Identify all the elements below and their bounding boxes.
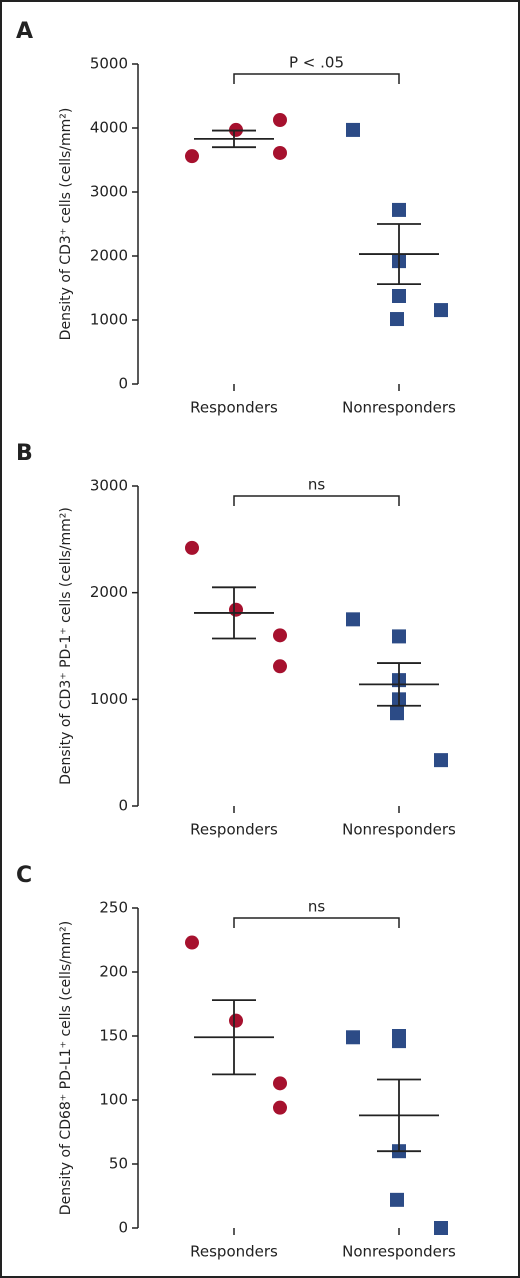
data-point [390, 1192, 404, 1207]
x-tick-label: Nonresponders [342, 1243, 456, 1261]
y-tick-label: 100 [99, 1091, 128, 1109]
significance-label: ns [308, 898, 326, 916]
data-point [434, 1221, 448, 1235]
y-tick-label: 1000 [90, 311, 128, 329]
y-tick-label: 1000 [90, 690, 128, 708]
data-point [273, 1076, 287, 1091]
y-tick-label: 0 [118, 375, 128, 393]
y-axis-title: Density of CD3⁺ cells (cells/mm²) [58, 108, 74, 341]
panel-label: C [16, 863, 32, 888]
x-tick-label: Responders [190, 399, 278, 417]
data-point [229, 602, 243, 617]
significance-label: P < .05 [289, 54, 344, 72]
data-point [392, 289, 406, 303]
y-tick-label: 0 [118, 1219, 128, 1237]
x-tick-label: Responders [190, 821, 278, 839]
data-point [185, 149, 199, 164]
data-point [392, 202, 406, 217]
data-point [392, 629, 406, 644]
data-point [390, 312, 404, 327]
y-axis-title: Density of CD68⁺ PD-L1⁺ cells (cells/mm²… [58, 921, 74, 1215]
y-tick-label: 5000 [90, 55, 128, 73]
data-point [273, 145, 287, 160]
significance-label: ns [308, 476, 326, 494]
significance-bracket [233, 495, 400, 506]
data-point [434, 753, 448, 768]
y-tick-label: 250 [99, 899, 128, 917]
x-tick-label: Nonresponders [342, 399, 456, 417]
y-tick-label: 150 [99, 1027, 128, 1045]
significance-bracket [233, 73, 400, 84]
y-tick-label: 3000 [90, 183, 128, 201]
y-tick-label: 50 [109, 1155, 128, 1173]
data-point [273, 659, 287, 674]
data-point [229, 1013, 243, 1028]
data-point [346, 122, 360, 137]
panel-label: B [16, 441, 33, 466]
data-point [346, 612, 360, 627]
y-tick-label: 3000 [90, 477, 128, 495]
x-tick-label: Responders [190, 1243, 278, 1261]
y-tick-label: 2000 [90, 247, 128, 265]
y-tick-label: 4000 [90, 119, 128, 137]
y-axis-title: Density of CD3⁺ PD-1⁺ cells (cells/mm²) [58, 507, 74, 785]
data-point [273, 113, 287, 127]
data-point [346, 1030, 360, 1045]
data-point [185, 540, 199, 555]
x-tick-label: Nonresponders [342, 821, 456, 839]
y-tick-label: 0 [118, 797, 128, 815]
data-point [392, 1034, 406, 1049]
data-point [390, 706, 404, 721]
data-point [273, 628, 287, 643]
y-tick-label: 200 [99, 963, 128, 981]
data-point [434, 303, 448, 318]
data-point [273, 1100, 287, 1115]
data-point [185, 935, 199, 950]
y-tick-label: 2000 [90, 583, 128, 601]
significance-bracket [233, 917, 400, 928]
panel-label: A [16, 19, 33, 44]
